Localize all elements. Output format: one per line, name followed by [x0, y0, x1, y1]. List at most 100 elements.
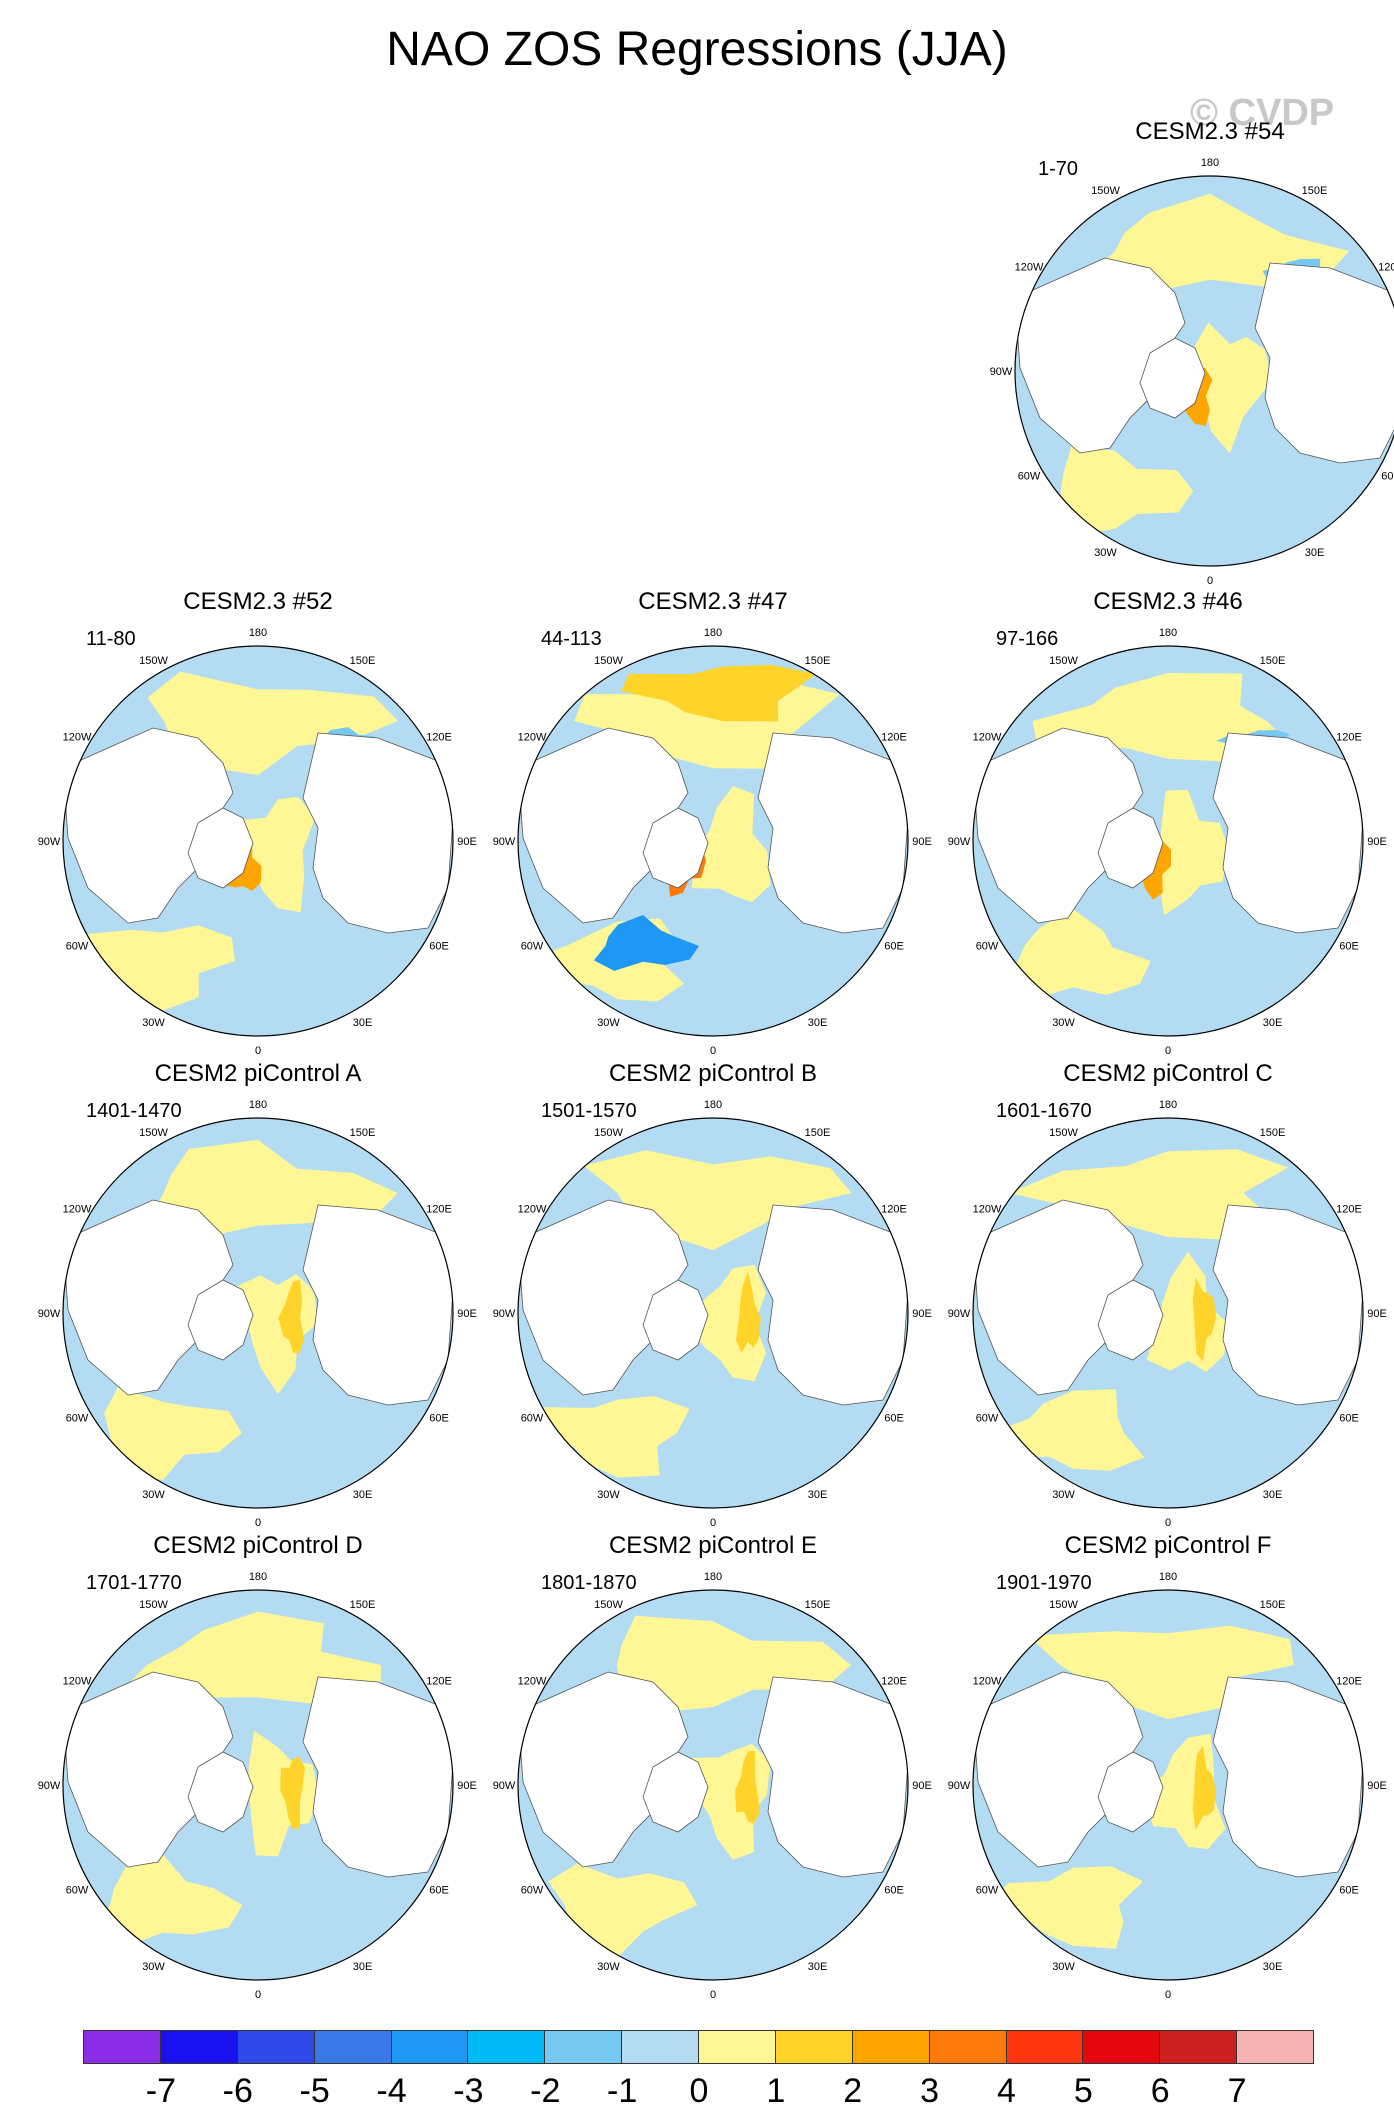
map-panel: CESM2 piControl A 1401-1470 180 150E 120E 90E… — [38, 1060, 477, 1530]
longitude-label: 120W — [518, 1204, 547, 1216]
longitude-label: 60E — [884, 1885, 904, 1897]
longitude-label: 90E — [457, 836, 477, 848]
map-border — [62, 1117, 454, 1509]
colorbar-swatch — [467, 2030, 546, 2064]
colorbar-tick-label: -6 — [222, 2072, 253, 2110]
longitude-label: 60W — [976, 1413, 999, 1425]
longitude-label: 30W — [597, 1489, 620, 1501]
colorbar-swatch — [1082, 2030, 1161, 2064]
longitude-label: 180 — [1159, 627, 1177, 639]
longitude-label: 150E — [1260, 1599, 1286, 1611]
longitude-label: 180 — [704, 1099, 722, 1111]
longitude-label: 60W — [66, 1885, 89, 1897]
longitude-label: 90E — [1367, 1308, 1387, 1320]
atlantic-anomaly — [986, 1866, 1144, 1949]
longitude-label: 150W — [594, 655, 623, 667]
longitude-label: 150E — [350, 1127, 376, 1139]
colorbar-swatch — [390, 2030, 469, 2064]
longitude-label: 60W — [66, 1413, 89, 1425]
greenland-land — [187, 1751, 254, 1833]
map-border — [972, 1589, 1364, 1981]
longitude-label: 30E — [353, 1489, 373, 1501]
colorbar-swatch — [1236, 2030, 1314, 2064]
eurasia-land — [1254, 262, 1394, 464]
colorbar-tick-label: 6 — [1150, 2072, 1170, 2110]
longitude-label: 150E — [350, 1599, 376, 1611]
longitude-label: 150E — [1260, 655, 1286, 667]
longitude-label: 150E — [350, 655, 376, 667]
longitude-label: 90E — [912, 1780, 932, 1792]
longitude-label: 120E — [426, 1676, 452, 1688]
greenland-land — [642, 1751, 709, 1833]
longitude-label: 180 — [249, 1571, 267, 1583]
greenland-land — [187, 1279, 254, 1361]
panel-year-range: 1-70 — [1038, 158, 1079, 180]
colorbar-swatch — [1005, 2030, 1084, 2064]
longitude-label: 120E — [881, 1204, 907, 1216]
longitude-label: 90W — [38, 836, 61, 848]
longitude-label: 30E — [808, 1017, 828, 1029]
polar-map: 180 150E 120E 90E 60E 30E 0 30W 60W 90W 120W 150W — [38, 627, 477, 1057]
colorbar-tick-label: 1 — [766, 2072, 786, 2110]
longitude-label: 180 — [1159, 1099, 1177, 1111]
longitude-label: 90E — [1367, 1780, 1387, 1792]
longitude-label: 60E — [1339, 1885, 1359, 1897]
longitude-label: 60E — [429, 1413, 449, 1425]
panel-year-range: 1901-1970 — [996, 1572, 1092, 1594]
longitude-label: 90E — [457, 1780, 477, 1792]
longitude-label: 150E — [805, 1127, 831, 1139]
greenland-land — [1097, 1751, 1164, 1833]
polar-map: 180 150E 120E 90E 60E 30E 0 30W 60W 90W 120W 150W — [948, 1099, 1387, 1529]
longitude-label: 60W — [1018, 471, 1041, 483]
map-border — [62, 645, 454, 1037]
panel-year-range: 1801-1870 — [541, 1572, 637, 1594]
longitude-label: 30E — [808, 1961, 828, 1973]
longitude-label: 0 — [710, 1989, 716, 2001]
longitude-label: 150E — [805, 1599, 831, 1611]
arctic-anomaly — [1158, 789, 1230, 916]
longitude-label: 30W — [597, 1961, 620, 1973]
longitude-label: 30E — [353, 1017, 373, 1029]
polar-map: 180 150E 120E 90E 60E 30E 0 30W 60W 90W 120W 150W — [493, 1099, 932, 1529]
colorbar-tick-label: -4 — [376, 2072, 407, 2110]
greenland-land — [1139, 337, 1206, 419]
longitude-label: 30W — [142, 1489, 165, 1501]
longitude-label: 120E — [1336, 1204, 1362, 1216]
longitude-label: 120W — [518, 732, 547, 744]
longitude-label: 90E — [912, 1308, 932, 1320]
greenland-land — [187, 807, 254, 889]
longitude-label: 60E — [884, 941, 904, 953]
longitude-label: 150W — [1049, 655, 1078, 667]
longitude-label: 150W — [139, 1127, 168, 1139]
longitude-label: 180 — [249, 627, 267, 639]
longitude-label: 60E — [429, 1885, 449, 1897]
panel-year-range: 11-80 — [86, 628, 136, 650]
panel-year-range: 1701-1770 — [86, 1572, 182, 1594]
colorbar-labels: -7 -6 -5 -4 -3 -2 -1 0 1 2 3 4 5 6 7 — [0, 2072, 1394, 2112]
colorbar-tick-label: -7 — [145, 2072, 176, 2110]
map-panel: CESM2.3 #52 11-80 180 150E 120E 90E 60E 30E 0 30W… — [38, 588, 477, 1058]
longitude-label: 120E — [881, 1676, 907, 1688]
longitude-label: 60W — [976, 1885, 999, 1897]
cvdp-watermark: © CVDP — [1190, 92, 1335, 134]
panel-year-range: 1501-1570 — [541, 1100, 637, 1122]
longitude-label: 120E — [1336, 1676, 1362, 1688]
longitude-label: 60W — [976, 941, 999, 953]
colorbar-swatch — [159, 2030, 238, 2064]
longitude-label: 150W — [1049, 1599, 1078, 1611]
colorbar-tick-label: 7 — [1227, 2072, 1247, 2110]
colorbar-tick-label: 5 — [1073, 2072, 1093, 2110]
longitude-label: 30W — [597, 1017, 620, 1029]
longitude-label: 60W — [521, 941, 544, 953]
longitude-label: 90W — [493, 836, 516, 848]
longitude-label: 90W — [493, 1308, 516, 1320]
arctic-anomaly — [691, 786, 771, 903]
longitude-label: 60W — [521, 1885, 544, 1897]
panel-title: CESM2.3 #52 — [183, 588, 333, 615]
figure-title: NAO ZOS Regressions (JJA) — [386, 23, 1008, 76]
panel-year-range: 44-113 — [541, 628, 602, 650]
longitude-label: 180 — [704, 627, 722, 639]
longitude-label: 120W — [1015, 262, 1044, 274]
greenland-land — [1097, 807, 1164, 889]
greenland-land — [642, 807, 709, 889]
